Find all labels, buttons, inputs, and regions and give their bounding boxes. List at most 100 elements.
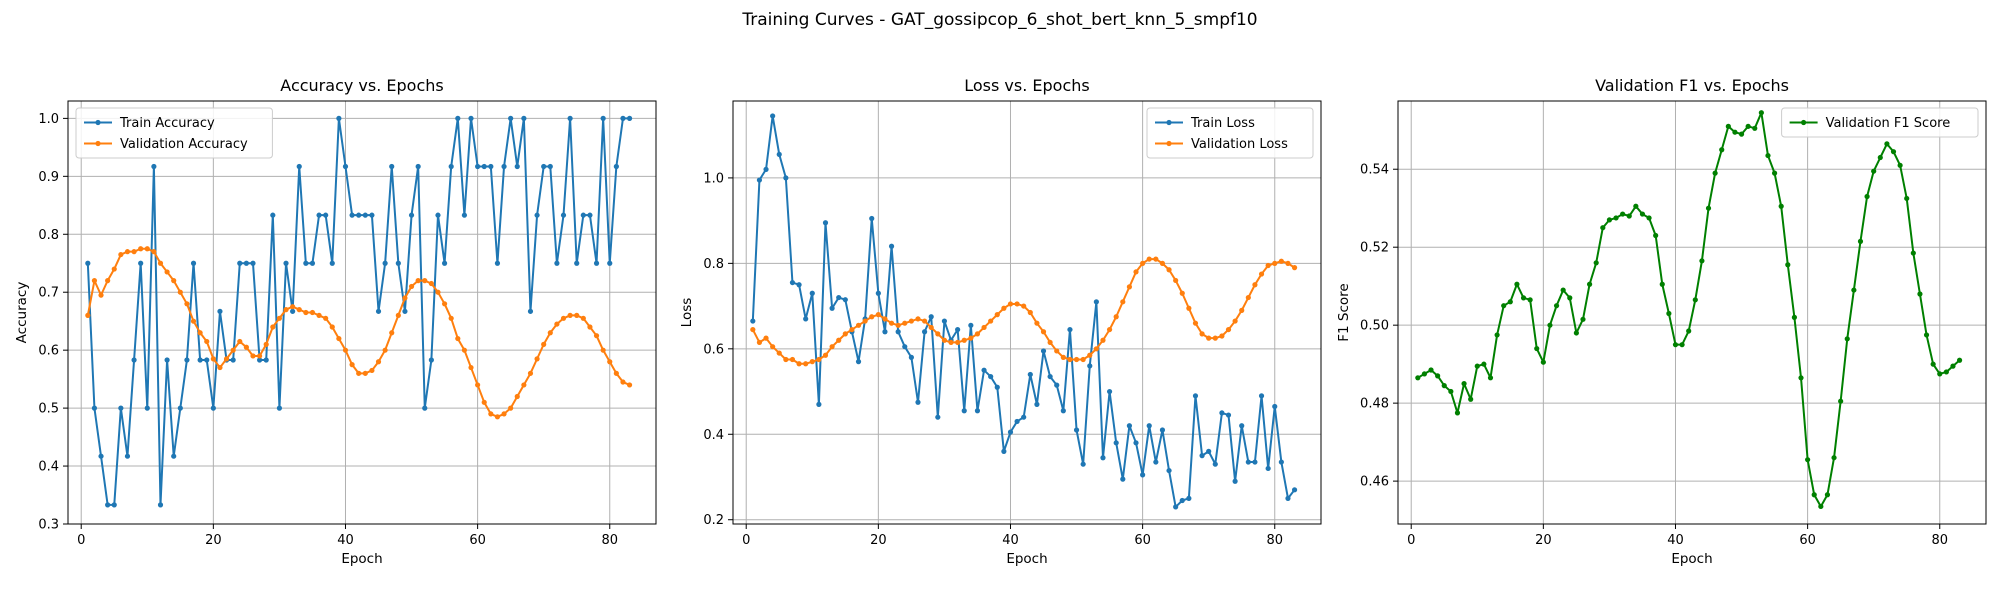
data-point: [1857, 238, 1864, 244]
data-point: [988, 373, 994, 380]
data-point: [816, 401, 822, 407]
x-axis-label: Epoch: [1671, 551, 1712, 567]
data-point: [1014, 418, 1020, 425]
data-point: [98, 453, 104, 459]
data-point: [1258, 271, 1265, 277]
data-point: [316, 212, 322, 218]
data-point: [1421, 371, 1428, 377]
data-point: [1232, 318, 1238, 324]
data-point: [1844, 336, 1850, 342]
series-line: [751, 114, 1296, 508]
data-point: [1838, 398, 1844, 404]
data-point: [1712, 170, 1718, 176]
data-point: [1811, 492, 1817, 498]
data-point: [1527, 297, 1533, 303]
data-point: [303, 260, 309, 266]
data-point: [441, 301, 448, 307]
data-point: [1212, 461, 1218, 467]
data-point: [1113, 314, 1119, 320]
legend: Train Accuracy Validation Accuracy: [75, 107, 273, 159]
data-point: [91, 405, 98, 411]
data-point: [809, 290, 815, 296]
data-point: [869, 215, 875, 222]
data-point: [428, 280, 434, 287]
data-point: [855, 322, 862, 328]
data-point: [98, 292, 104, 298]
data-point: [763, 335, 769, 341]
data-point: [1225, 326, 1232, 333]
chart-title: Loss vs. Epochs: [964, 76, 1089, 95]
data-point: [1192, 320, 1199, 326]
data-point: [822, 352, 829, 358]
axes-frame: [1397, 100, 1987, 525]
data-point: [1950, 363, 1956, 369]
chart-panel-2: 0 20 40 60 80 0.2 0.4 0.6 0.8 1.0 Loss vs. Epochs E…: [679, 76, 1322, 567]
data-point: [494, 414, 501, 420]
data-point: [1639, 211, 1646, 217]
data-point: [1580, 316, 1586, 322]
x-tick-label: 20: [205, 533, 222, 548]
x-tick-label: 60: [469, 533, 486, 548]
data-point: [796, 282, 802, 288]
data-point: [1501, 303, 1507, 309]
data-point: [494, 260, 501, 266]
legend-marker: [95, 140, 101, 147]
data-point: [1133, 269, 1139, 275]
data-point: [1093, 299, 1099, 305]
y-tick-label: 0.54: [1360, 163, 1389, 178]
data-point: [316, 312, 322, 318]
data-point: [789, 279, 796, 286]
data-point: [1067, 326, 1073, 333]
data-point: [415, 163, 421, 170]
data-point: [290, 308, 296, 314]
data-point: [435, 212, 441, 218]
data-point: [1454, 410, 1461, 416]
legend: Train Loss Validation Loss: [1146, 107, 1314, 159]
data-point: [1245, 294, 1251, 301]
data-point: [1692, 297, 1698, 303]
data-point: [1199, 331, 1205, 337]
data-point: [362, 370, 368, 376]
y-axis-label: Loss: [679, 298, 695, 328]
data-point: [1586, 281, 1593, 287]
data-point: [1106, 326, 1113, 333]
x-tick-label: 0: [1407, 533, 1415, 548]
data-point: [1600, 225, 1606, 231]
data-point: [184, 301, 190, 307]
series-validation-accuracy: [85, 246, 633, 420]
data-point: [1225, 412, 1232, 418]
axes-frame: [732, 100, 1322, 525]
data-point: [369, 367, 375, 374]
data-point: [816, 356, 822, 363]
legend-label: Validation Accuracy: [120, 137, 248, 152]
data-point: [1206, 448, 1212, 454]
data-point: [1278, 258, 1284, 264]
data-point: [336, 115, 342, 121]
data-point: [587, 212, 593, 218]
data-point: [1481, 361, 1487, 367]
data-point: [1100, 455, 1106, 461]
data-point: [1040, 329, 1047, 335]
data-point: [849, 326, 855, 333]
y-tick-label: 0.3: [38, 518, 59, 533]
data-point: [1239, 423, 1245, 429]
data-point: [514, 163, 520, 170]
series-train-loss: [750, 113, 1298, 510]
data-point: [1166, 467, 1172, 474]
data-point: [210, 405, 216, 411]
data-point: [1818, 503, 1824, 510]
data-point: [375, 359, 382, 365]
data-point: [1073, 427, 1080, 433]
data-point: [1047, 339, 1053, 346]
data-point: [329, 324, 335, 330]
data-point: [375, 308, 382, 314]
data-point: [1001, 305, 1007, 311]
data-point: [111, 502, 117, 508]
data-point: [1831, 455, 1837, 461]
data-point: [1553, 303, 1560, 309]
data-point: [402, 308, 408, 314]
data-point: [1547, 322, 1553, 328]
legend-marker: [1166, 119, 1172, 126]
data-point: [468, 115, 474, 121]
data-point: [1080, 356, 1086, 363]
